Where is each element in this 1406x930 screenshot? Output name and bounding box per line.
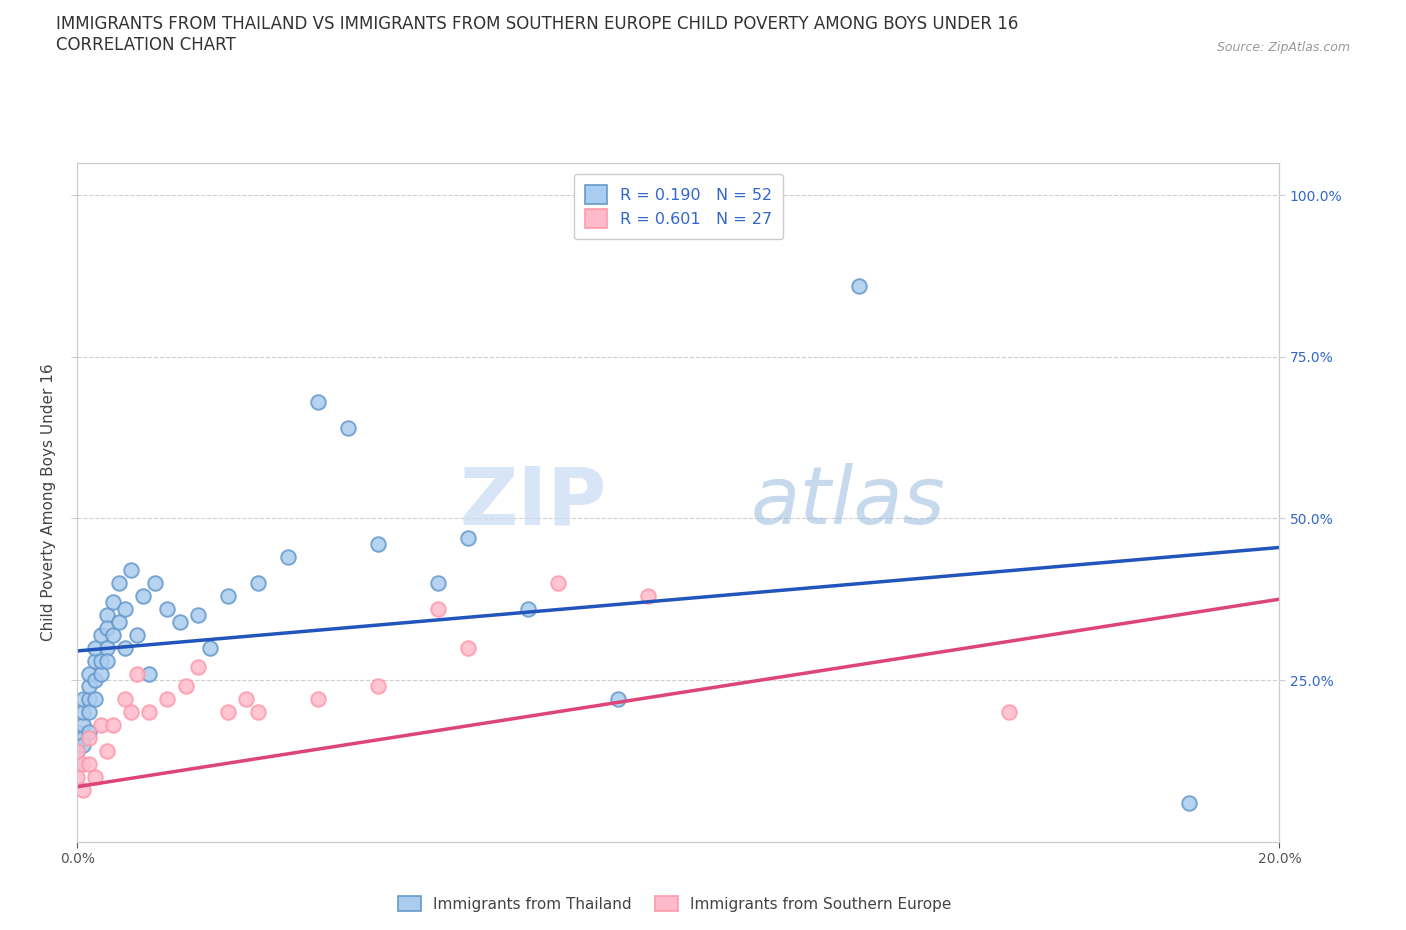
Point (96, 640, 118, 655)
Point (84, 640, 107, 655)
Point (427, 602, 450, 617)
Point (114, 692, 136, 707)
Point (217, 705, 239, 720)
Point (277, 550, 299, 565)
Point (235, 692, 257, 707)
Point (96, 653, 118, 668)
Point (84, 653, 107, 668)
Point (848, 278, 870, 293)
Text: atlas: atlas (751, 463, 945, 541)
Point (120, 563, 142, 578)
Point (66, 744, 89, 759)
Text: CORRELATION CHART: CORRELATION CHART (56, 36, 236, 54)
Point (84, 692, 107, 707)
Legend: R = 0.190   N = 52, R = 0.601   N = 27: R = 0.190 N = 52, R = 0.601 N = 27 (574, 174, 783, 239)
Point (156, 692, 179, 707)
Point (246, 576, 269, 591)
Point (79, 679, 101, 694)
Point (517, 602, 540, 617)
Point (108, 576, 131, 591)
Point (246, 705, 269, 720)
Point (72, 705, 94, 720)
Point (66, 769, 89, 784)
Point (427, 576, 450, 591)
Point (72, 718, 94, 733)
Legend: Immigrants from Thailand, Immigrants from Southern Europe: Immigrants from Thailand, Immigrants fro… (392, 889, 957, 918)
Text: Source: ZipAtlas.com: Source: ZipAtlas.com (1216, 41, 1350, 54)
Point (90, 653, 112, 668)
Point (90, 628, 112, 643)
Point (307, 692, 329, 707)
Point (79, 731, 101, 746)
Point (457, 530, 479, 545)
Y-axis label: Child Poverty Among Boys Under 16: Child Poverty Among Boys Under 16 (41, 364, 56, 641)
Point (198, 640, 221, 655)
Point (307, 394, 329, 409)
Point (138, 705, 160, 720)
Point (96, 621, 118, 636)
Point (84, 769, 107, 784)
Point (336, 420, 359, 435)
Point (79, 757, 101, 772)
Point (127, 666, 149, 681)
Point (998, 705, 1021, 720)
Point (96, 744, 118, 759)
Point (1178, 795, 1201, 810)
Point (72, 692, 94, 707)
Point (66, 737, 89, 752)
Point (114, 640, 136, 655)
Point (367, 537, 389, 551)
Point (96, 608, 118, 623)
Text: IMMIGRANTS FROM THAILAND VS IMMIGRANTS FROM SOUTHERN EUROPE CHILD POVERTY AMONG : IMMIGRANTS FROM THAILAND VS IMMIGRANTS F… (56, 15, 1018, 33)
Point (72, 782, 94, 797)
Point (84, 672, 107, 687)
Point (547, 576, 569, 591)
Point (72, 737, 94, 752)
Point (108, 615, 131, 630)
Point (156, 602, 179, 617)
Point (66, 724, 89, 739)
Point (457, 640, 479, 655)
Point (174, 679, 197, 694)
Point (79, 705, 101, 720)
Text: ZIP: ZIP (458, 463, 606, 541)
Point (367, 679, 389, 694)
Point (103, 628, 125, 643)
Point (217, 589, 239, 604)
Point (169, 615, 191, 630)
Point (79, 692, 101, 707)
Point (145, 576, 167, 591)
Point (103, 718, 125, 733)
Point (187, 608, 209, 623)
Point (127, 628, 149, 643)
Point (72, 757, 94, 772)
Point (79, 724, 101, 739)
Point (79, 666, 101, 681)
Point (66, 744, 89, 759)
Point (187, 659, 209, 674)
Point (120, 705, 142, 720)
Point (132, 589, 155, 604)
Point (637, 589, 659, 604)
Point (607, 692, 630, 707)
Point (66, 757, 89, 772)
Point (90, 718, 112, 733)
Point (103, 595, 125, 610)
Point (72, 731, 94, 746)
Point (138, 666, 160, 681)
Point (114, 602, 136, 617)
Point (90, 666, 112, 681)
